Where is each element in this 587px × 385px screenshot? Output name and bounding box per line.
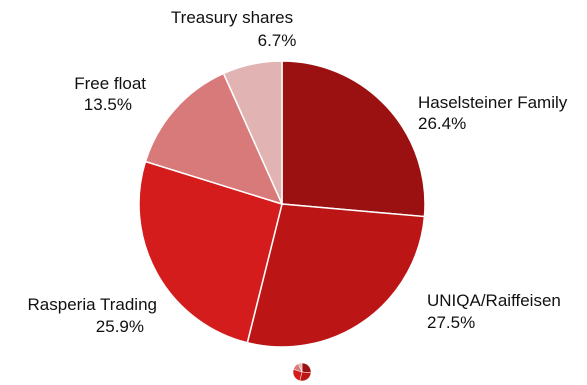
- label-haselsteiner-family: Haselsteiner Family: [418, 93, 568, 112]
- value-treasury-shares: 6.7%: [258, 31, 297, 50]
- pie-slice-rasperia-trading: [138, 160, 283, 344]
- label-rasperia-trading: Rasperia Trading: [28, 295, 157, 314]
- thumbnail-pie-icon: [292, 362, 312, 382]
- pie-slices: [138, 60, 426, 348]
- value-uniqa-raiffeisen: 27.5%: [427, 313, 475, 332]
- pie-slice-uniqa-raiffeisen: [246, 203, 426, 348]
- value-haselsteiner-family: 26.4%: [418, 114, 466, 133]
- pie-slice-treasury-shares: [222, 60, 283, 205]
- thumb-slice-treasury-shares: [297, 362, 303, 373]
- value-free-float: 13.5%: [84, 95, 132, 114]
- label-uniqa-raiffeisen: UNIQA/Raiffeisen: [427, 291, 561, 310]
- pie-slice-free-float: [144, 72, 284, 206]
- label-free-float: Free float: [74, 74, 146, 93]
- pie-slice-haselsteiner-family: [281, 60, 426, 218]
- thumb-slice-haselsteiner-family: [301, 362, 312, 374]
- value-rasperia-trading: 25.9%: [96, 317, 144, 336]
- label-treasury-shares: Treasury shares: [171, 8, 293, 27]
